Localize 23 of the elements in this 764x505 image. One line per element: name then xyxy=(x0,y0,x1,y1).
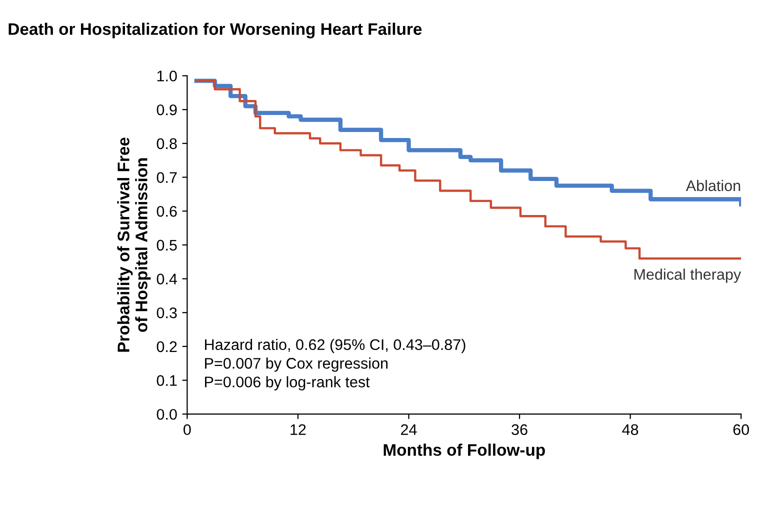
x-tick-label: 36 xyxy=(512,424,528,436)
y-tick-label: 0.6 xyxy=(156,206,177,217)
y-axis-title: Probability of Survival Free of Hospital Admission xyxy=(117,138,151,352)
x-tick-label: 12 xyxy=(290,424,306,435)
series-label: Medical therapy xyxy=(634,268,742,283)
series-label: Ablation xyxy=(686,180,740,192)
x-tick-label: 48 xyxy=(622,424,638,436)
y-tick-label: 0.2 xyxy=(156,341,177,352)
x-tick-label: 24 xyxy=(401,424,417,435)
x-tick-label: 60 xyxy=(733,424,749,436)
y-tick-label: 0.9 xyxy=(156,104,177,116)
chart-title: Death or Hospitalization for Worsening Heart Failure xyxy=(8,22,422,38)
y-tick-label: 0.0 xyxy=(156,408,177,420)
annotation: Hazard ratio, 0.62 (95% CI, 0.43–0.87) P=0.007 by Cox regression P=0.006 by log-rank test xyxy=(205,338,466,390)
y-tick-label: 0.4 xyxy=(156,274,178,284)
y-tick-label: 0.3 xyxy=(156,307,177,318)
y-tick-label: 0.7 xyxy=(156,172,177,183)
x-axis-title: Months of Follow-up xyxy=(384,444,545,460)
y-tick-label: 1.0 xyxy=(157,70,177,82)
x-tick-label: 0 xyxy=(184,424,191,436)
y-tick-label: 0.1 xyxy=(156,375,177,386)
y-tick-label: 0.5 xyxy=(156,240,177,251)
y-tick-label: 0.8 xyxy=(156,138,177,150)
